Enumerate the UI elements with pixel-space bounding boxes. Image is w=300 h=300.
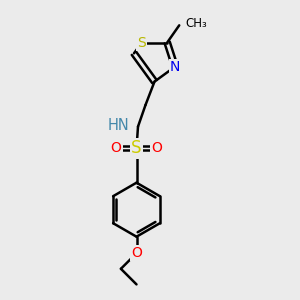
Text: N: N xyxy=(170,60,180,74)
Text: S: S xyxy=(131,139,142,157)
Text: HN: HN xyxy=(107,118,129,133)
Text: CH₃: CH₃ xyxy=(186,17,208,30)
Text: S: S xyxy=(137,35,146,50)
Text: O: O xyxy=(131,246,142,260)
Text: O: O xyxy=(152,141,162,155)
Text: O: O xyxy=(111,141,122,155)
